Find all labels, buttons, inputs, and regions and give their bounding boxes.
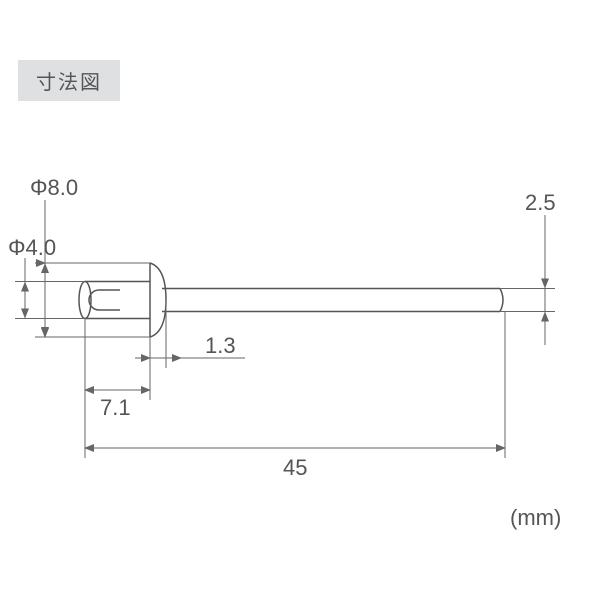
label-head-thk: 1.3 <box>205 333 236 358</box>
dim-head-thk: 1.3 <box>135 300 245 368</box>
unit-label: (mm) <box>510 505 561 530</box>
dim-pin-dia: 2.5 <box>500 190 556 345</box>
drawing-canvas: Φ8.0 Φ4.0 7.1 1.3 2.5 <box>0 0 600 600</box>
label-head-dia: Φ8.0 <box>30 175 78 200</box>
label-total-len: 45 <box>283 455 307 480</box>
label-pin-dia: 2.5 <box>525 190 556 215</box>
rivet-body <box>79 282 150 319</box>
dim-body-dia: Φ4.0 <box>8 235 85 319</box>
label-body-len: 7.1 <box>100 395 131 420</box>
rivet-head <box>150 263 166 337</box>
dim-body-len: 7.1 <box>85 319 150 421</box>
mandrel-pin <box>162 289 503 312</box>
label-body-dia: Φ4.0 <box>8 235 56 260</box>
